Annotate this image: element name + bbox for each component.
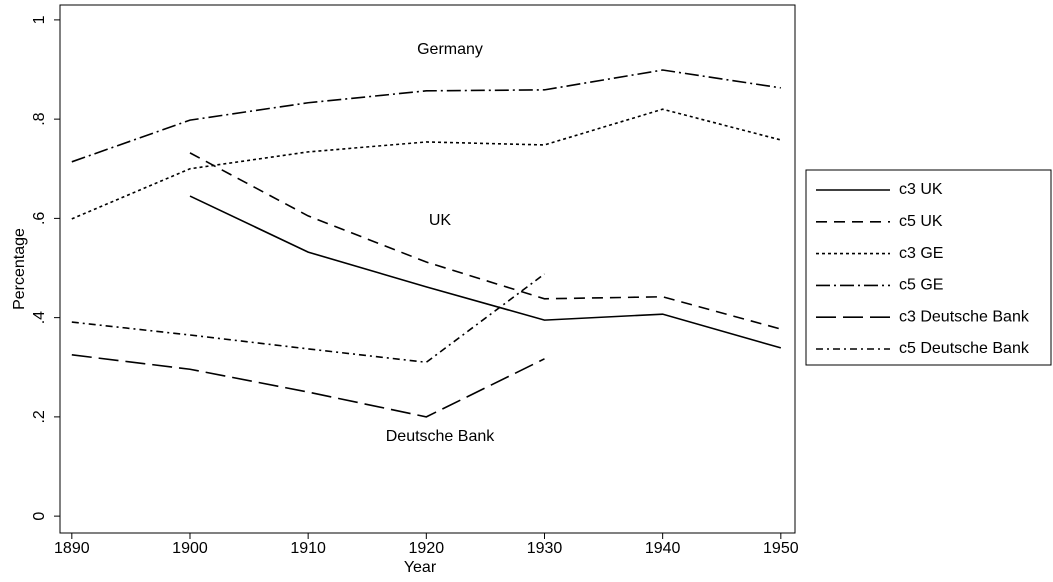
plot-frame [59,4,796,534]
annotation: Germany [417,41,483,58]
y-tick-label: .4 [31,311,48,324]
legend-label: c5 GE [899,277,943,294]
series-line [71,354,545,418]
y-tick-label: .8 [31,112,48,125]
x-tick-label: 1900 [172,540,208,557]
x-tick-label: 1920 [409,540,445,557]
y-tick-label: 1 [31,15,48,24]
series-line [71,108,782,220]
x-tick-label: 1930 [527,540,563,557]
y-tick-label: 0 [31,512,48,521]
x-tick-label: 1890 [54,540,90,557]
x-axis-label: Year [404,559,437,576]
x-tick-label: 1910 [290,540,326,557]
legend-label: c5 UK [899,213,943,230]
series-line [71,69,781,163]
legend-box [805,169,1052,366]
y-tick-label: .6 [31,212,48,225]
series-line [189,152,782,330]
x-tick-label: 1950 [763,540,799,557]
legend-label: c3 Deutsche Bank [899,308,1030,325]
y-tick-label: .2 [31,410,48,423]
legend-label: c3 GE [899,245,943,262]
series-line [71,273,545,364]
y-axis-label: Percentage [11,228,28,310]
legend-label: c3 UK [899,181,943,198]
legend-label: c5 Deutsche Bank [899,340,1030,357]
x-tick-label: 1940 [645,540,681,557]
series-line [189,195,782,349]
annotation: Deutsche Bank [386,428,496,445]
annotation: UK [429,212,452,229]
